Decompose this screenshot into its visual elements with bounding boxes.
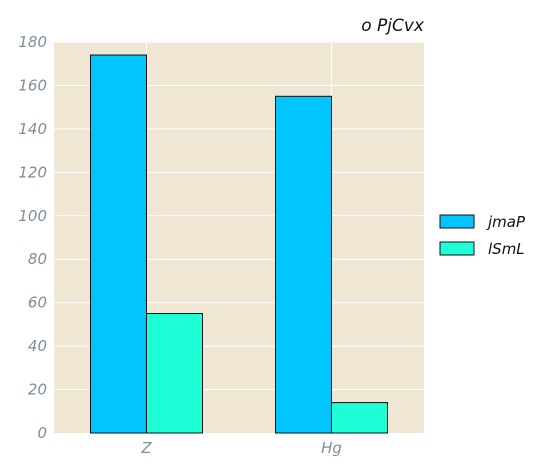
y-tick-label: 180 <box>18 33 47 51</box>
y-tick-label: 160 <box>18 76 47 94</box>
x-axis-ticks: Z Hg <box>140 439 342 457</box>
bar-lSmL-Hg <box>331 402 388 434</box>
x-tick-label: Hg <box>321 439 342 457</box>
bar-lSmL-Z <box>146 313 203 434</box>
x-tick-label: Z <box>140 439 152 457</box>
y-tick-label: 0 <box>37 424 47 442</box>
y-tick-label: 40 <box>28 337 47 355</box>
legend-label: lSmL <box>488 240 525 258</box>
y-tick-label: 80 <box>28 250 47 268</box>
legend-label: jmaP <box>486 213 526 231</box>
legend: jmaP lSmL <box>439 213 526 258</box>
y-tick-label: 140 <box>18 120 47 138</box>
y-tick-label: 60 <box>28 294 47 312</box>
y-axis-ticks: 0 20 40 60 80 100 120 140 160 180 <box>18 33 47 442</box>
bar-jmaP-Hg <box>275 95 332 434</box>
chart-title: o PjCvx <box>361 16 425 36</box>
legend-swatch <box>439 241 475 256</box>
bars <box>90 54 388 434</box>
y-tick-label: 100 <box>18 207 47 225</box>
legend-swatch <box>439 214 475 229</box>
y-tick-label: 120 <box>18 163 47 181</box>
bar-jmaP-Z <box>90 54 147 434</box>
y-tick-label: 20 <box>28 381 47 399</box>
